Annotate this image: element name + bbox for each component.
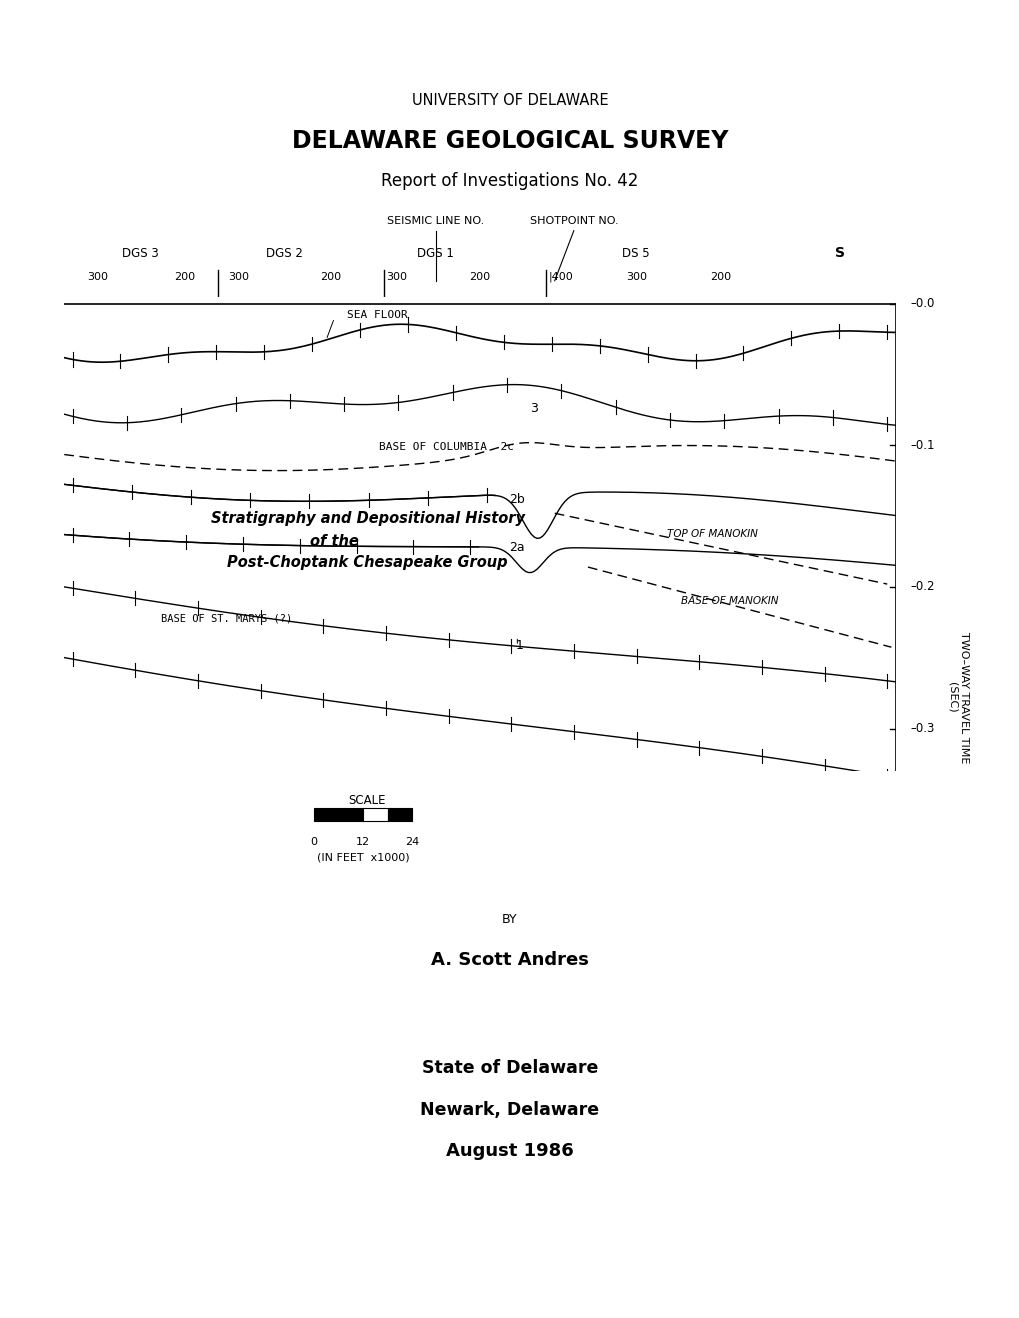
Text: BASE OF COLUMBIA  2c: BASE OF COLUMBIA 2c xyxy=(379,442,514,452)
Text: 300: 300 xyxy=(228,272,249,282)
Text: TWO–WAY TRAVEL TIME
(SEC): TWO–WAY TRAVEL TIME (SEC) xyxy=(947,631,968,763)
Text: TOP OF MANOKIN: TOP OF MANOKIN xyxy=(666,530,757,539)
Text: Report of Investigations No. 42: Report of Investigations No. 42 xyxy=(381,171,638,190)
Text: State of Delaware: State of Delaware xyxy=(422,1058,597,1077)
Bar xyxy=(314,808,363,821)
Text: 2a: 2a xyxy=(510,540,525,554)
Text: DGS 2: DGS 2 xyxy=(266,246,303,260)
Text: SEISMIC LINE NO.: SEISMIC LINE NO. xyxy=(387,216,484,227)
Text: Stratigraphy and Depositional History: Stratigraphy and Depositional History xyxy=(211,511,524,526)
Text: DS 5: DS 5 xyxy=(622,246,649,260)
Text: (IN FEET  x1000): (IN FEET x1000) xyxy=(317,853,409,863)
Text: 200: 200 xyxy=(709,272,731,282)
Text: A. Scott Andres: A. Scott Andres xyxy=(431,950,588,969)
Text: 300: 300 xyxy=(87,272,108,282)
Bar xyxy=(387,808,412,821)
Text: 200: 200 xyxy=(469,272,490,282)
Text: 24: 24 xyxy=(405,837,419,847)
Text: SEA FLOOR: SEA FLOOR xyxy=(346,310,408,320)
Text: Post-Choptank Chesapeake Group: Post-Choptank Chesapeake Group xyxy=(227,555,507,571)
Text: |400: |400 xyxy=(548,272,574,282)
Text: 1: 1 xyxy=(516,639,523,652)
Text: BASE OF ST. MARYS (?): BASE OF ST. MARYS (?) xyxy=(161,613,291,623)
Text: SCALE: SCALE xyxy=(348,793,385,807)
Text: 300: 300 xyxy=(625,272,646,282)
Text: 200: 200 xyxy=(174,272,196,282)
Text: DELAWARE GEOLOGICAL SURVEY: DELAWARE GEOLOGICAL SURVEY xyxy=(291,129,728,153)
Text: 200: 200 xyxy=(319,272,340,282)
Text: SHOTPOINT NO.: SHOTPOINT NO. xyxy=(529,216,618,227)
Text: –0.1: –0.1 xyxy=(910,439,934,452)
Text: –0.2: –0.2 xyxy=(910,580,934,593)
Text: DGS 3: DGS 3 xyxy=(122,246,159,260)
Text: 2b: 2b xyxy=(508,493,525,506)
Text: Newark, Delaware: Newark, Delaware xyxy=(420,1101,599,1119)
Text: –0.0: –0.0 xyxy=(910,297,934,310)
Text: –0.3: –0.3 xyxy=(910,722,934,735)
Text: 12: 12 xyxy=(356,837,370,847)
Text: 3: 3 xyxy=(530,402,537,415)
Text: of the: of the xyxy=(310,534,359,550)
Text: BASE OF MANOKIN: BASE OF MANOKIN xyxy=(680,596,777,606)
Text: 300: 300 xyxy=(386,272,407,282)
Bar xyxy=(363,808,387,821)
Text: S: S xyxy=(834,246,844,260)
Text: UNIVERSITY OF DELAWARE: UNIVERSITY OF DELAWARE xyxy=(412,92,607,108)
Text: August 1986: August 1986 xyxy=(445,1141,574,1160)
Text: 0: 0 xyxy=(311,837,317,847)
Text: BY: BY xyxy=(501,913,518,927)
Text: DGS 1: DGS 1 xyxy=(417,246,453,260)
